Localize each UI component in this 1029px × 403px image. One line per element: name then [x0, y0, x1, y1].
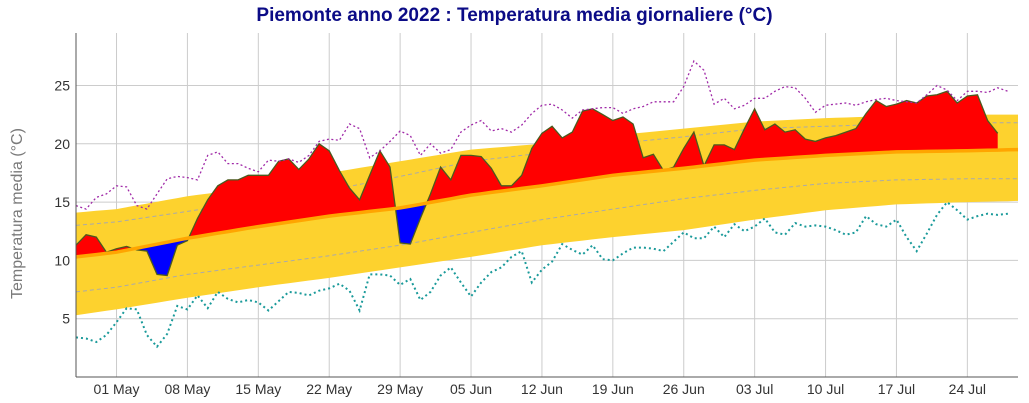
y-tick-label: 20 — [54, 136, 70, 152]
y-tick-label: 5 — [62, 311, 70, 327]
x-tick-label: 17 Jul — [878, 381, 915, 397]
median-line — [75, 147, 1019, 259]
x-tick-label: 03 Jul — [736, 381, 773, 397]
above-normal-area — [76, 91, 998, 257]
x-tick-label: 10 Jul — [807, 381, 844, 397]
climatology-band — [76, 114, 1018, 316]
max-temperature-line — [75, 59, 1009, 210]
y-tick-label: 25 — [54, 77, 70, 93]
x-tick-label: 12 Jun — [521, 381, 563, 397]
x-tick-label: 29 May — [377, 381, 423, 397]
x-tick-label: 01 May — [94, 381, 140, 397]
min-temperature-line — [75, 200, 1009, 349]
x-tick-label: 22 May — [306, 381, 352, 397]
x-tick-label: 19 Jun — [592, 381, 634, 397]
lower-percentile-line — [75, 178, 1018, 293]
mean-temperature-line — [75, 90, 999, 277]
x-tick-label: 08 May — [164, 381, 210, 397]
y-tick-label: 10 — [54, 252, 70, 268]
x-tick-label: 15 May — [235, 381, 281, 397]
x-tick-label: 05 Jun — [450, 381, 492, 397]
x-tick-label: 26 Jun — [663, 381, 705, 397]
y-tick-label: 15 — [54, 194, 70, 210]
chart-title: Piemonte anno 2022 : Temperatura media g… — [256, 5, 773, 26]
x-tick-label: 24 Jul — [949, 381, 986, 397]
